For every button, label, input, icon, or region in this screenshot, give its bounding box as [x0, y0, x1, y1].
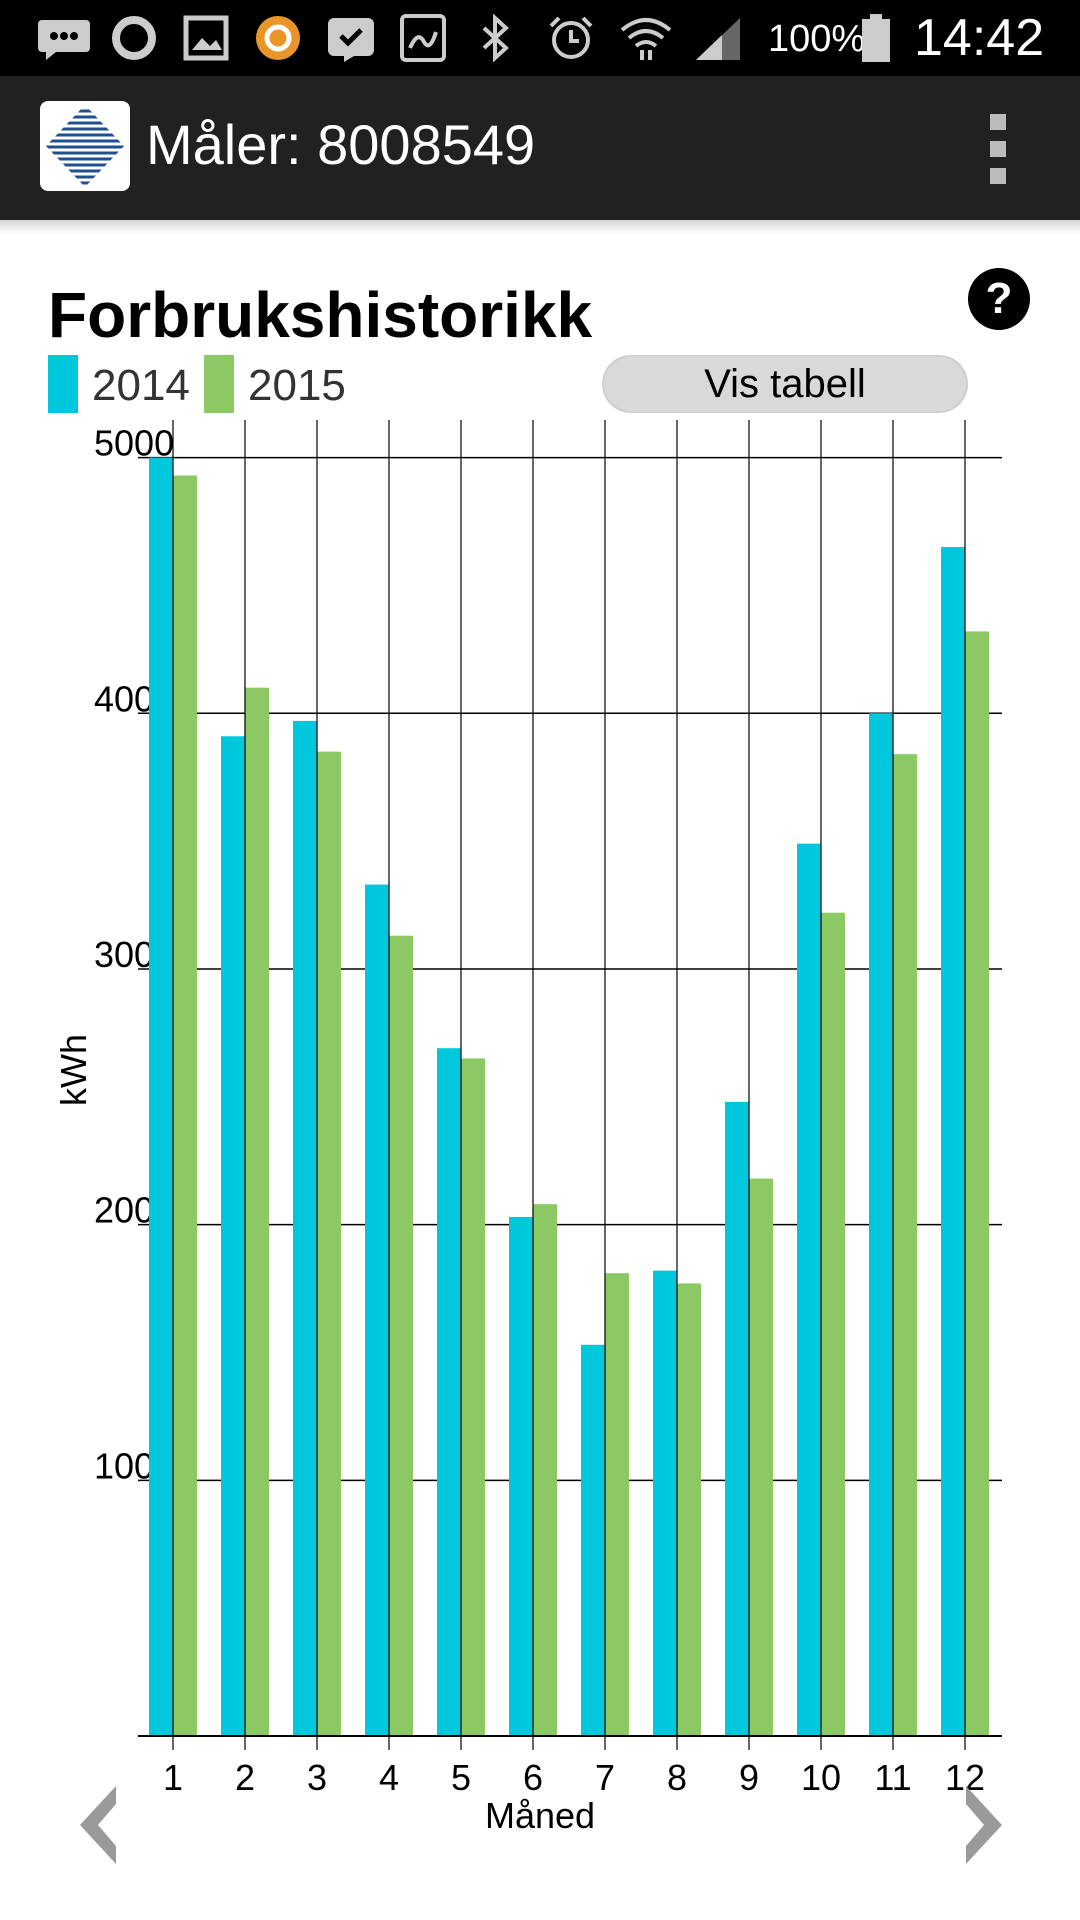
y-axis-label: kWh	[53, 1034, 94, 1106]
battery-percentage: 100%	[768, 18, 866, 60]
app-bar: Måler: 8008549	[0, 76, 1080, 220]
legend-label-2015: 2015	[248, 361, 346, 410]
app-logo[interactable]	[40, 101, 130, 191]
bar-2014-1	[149, 457, 173, 1737]
battery-icon	[862, 14, 890, 62]
circle-icon	[112, 16, 156, 60]
legend-swatch-2014	[48, 355, 78, 413]
bar-2015-3	[317, 751, 341, 1736]
bar-2014-10	[797, 843, 821, 1736]
legend-swatch-2015	[204, 355, 234, 413]
messages-icon	[38, 20, 90, 60]
x-axis-label: Måned	[485, 1795, 595, 1836]
x-tick-label: 2	[235, 1757, 255, 1798]
x-tick-label: 6	[523, 1757, 543, 1798]
legend-label-2014: 2014	[92, 361, 190, 410]
bar-2014-5	[437, 1048, 461, 1736]
bar-2015-2	[245, 687, 269, 1736]
bar-2015-10	[821, 912, 845, 1736]
status-bar: 100% 14:42	[0, 0, 1080, 76]
app-icon	[256, 16, 300, 60]
gallery-icon	[183, 15, 229, 61]
x-tick-label: 7	[595, 1757, 615, 1798]
show-table-button[interactable]: Vis tabell	[602, 355, 968, 413]
bar-2014-11	[869, 713, 893, 1736]
bar-2015-4	[389, 935, 413, 1736]
bluetooth-icon	[482, 14, 509, 62]
x-tick-label: 3	[307, 1757, 327, 1798]
legend-item-2015: 2015	[204, 355, 354, 413]
chevron-left-icon[interactable]	[72, 1780, 132, 1870]
bar-2014-12	[941, 547, 965, 1736]
bar-2014-2	[221, 736, 245, 1736]
bar-2014-4	[365, 884, 389, 1736]
bar-2015-12	[965, 631, 989, 1736]
bar-2015-9	[749, 1178, 773, 1736]
bar-2015-1	[173, 475, 197, 1736]
bar-2015-8	[677, 1283, 701, 1736]
wifi-icon	[620, 18, 672, 60]
bar-2014-3	[293, 720, 317, 1736]
bar-2015-5	[461, 1058, 485, 1736]
alarm-icon	[549, 16, 593, 59]
page-title: Forbrukshistorikk	[48, 279, 593, 351]
x-tick-label: 12	[945, 1757, 985, 1798]
x-tick-label: 10	[801, 1757, 841, 1798]
help-icon[interactable]: ?	[968, 268, 1030, 330]
clock: 14:42	[914, 9, 1045, 67]
bar-2015-6	[533, 1204, 557, 1736]
bar-2014-9	[725, 1101, 749, 1736]
bar-2014-6	[509, 1216, 533, 1736]
x-tick-label: 5	[451, 1757, 471, 1798]
chevron-right-icon[interactable]	[950, 1780, 1010, 1870]
legend-item-2014: 2014	[48, 355, 198, 413]
photo-icon	[400, 14, 446, 62]
x-tick-label: 8	[667, 1757, 687, 1798]
app-title: Måler: 8008549	[146, 113, 536, 176]
signal-icon	[696, 18, 740, 60]
check-icon	[328, 18, 374, 62]
x-tick-label: 4	[379, 1757, 399, 1798]
bar-2014-8	[653, 1270, 677, 1736]
bar-2015-7	[605, 1273, 629, 1736]
bar-2015-11	[893, 754, 917, 1736]
app-bar-shadow	[0, 220, 1080, 234]
x-tick-label: 1	[163, 1757, 183, 1798]
bar-2014-7	[581, 1344, 605, 1736]
x-tick-label: 11	[874, 1757, 911, 1798]
y-tick-label: 5000	[94, 423, 174, 464]
x-tick-label: 9	[739, 1757, 759, 1798]
overflow-menu-icon[interactable]	[980, 114, 1016, 184]
